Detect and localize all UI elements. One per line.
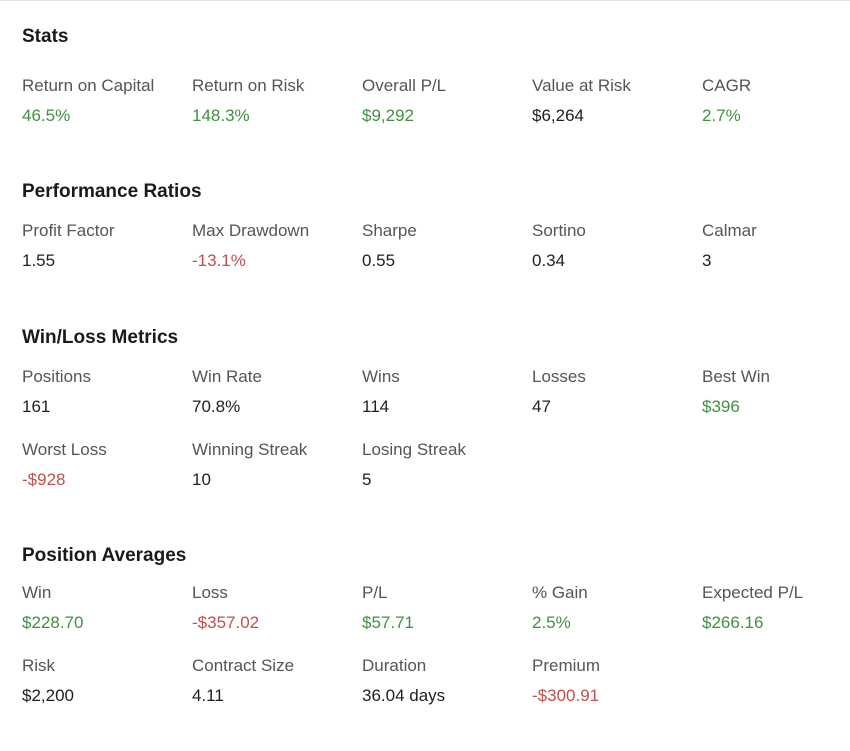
metric-value: -13.1% xyxy=(192,251,246,270)
metric-value: $57.71 xyxy=(362,613,414,632)
section-title: Position Averages xyxy=(22,545,187,566)
metric-value: 3 xyxy=(702,251,712,270)
metric-value: 161 xyxy=(22,397,51,416)
metric-label: Winning Streak xyxy=(192,440,308,459)
metric-value: -$300.91 xyxy=(532,686,600,705)
metric-label: Best Win xyxy=(702,367,771,386)
metric-loss: Loss -$357.02 xyxy=(192,582,362,655)
metric-return-on-risk: Return on Risk 148.3% xyxy=(192,75,362,148)
metric-label: Worst Loss xyxy=(22,440,107,459)
metric-label: Return on Risk xyxy=(192,76,305,95)
metric-p-l: P/L $57.71 xyxy=(362,582,532,655)
metric-label: Sharpe xyxy=(362,221,417,240)
metric-value: 1.55 xyxy=(22,251,56,270)
metric-contract-size: Contract Size 4.11 xyxy=(192,655,362,728)
metric-profit-factor: Profit Factor 1.55 xyxy=(22,220,192,293)
metric-label: Premium xyxy=(532,656,601,675)
metric-value: 4.11 xyxy=(192,686,224,705)
metric-label: Profit Factor xyxy=(22,221,115,240)
metric-label: CAGR xyxy=(702,76,752,95)
metric-sortino: Sortino 0.34 xyxy=(532,220,702,293)
metric-value: 114 xyxy=(362,397,390,416)
metric-win-rate: Win Rate 70.8% xyxy=(192,366,362,439)
metric-label: % Gain xyxy=(532,583,588,602)
metrics-grid: Win $228.70 Loss -$357.02 P/L $57.71 % Gain 2.5… xyxy=(22,582,850,728)
metric-duration: Duration 36.04 days xyxy=(362,655,532,728)
metric-label: Win Rate xyxy=(192,367,262,386)
metric-losses: Losses 47 xyxy=(532,366,702,439)
metric-gain: % Gain 2.5% xyxy=(532,582,702,655)
metrics-grid: Positions 161 Win Rate 70.8% Wins 114 Losses 47… xyxy=(22,366,850,512)
metric-label: Overall P/L xyxy=(362,76,447,95)
metric-label: Losses xyxy=(532,367,586,386)
position-averages-section: Position Averages Win $228.70 Loss -$357.02… xyxy=(22,544,850,728)
metric-label: Sortino xyxy=(532,221,586,240)
metric-expected-p-l: Expected P/L $266.16 xyxy=(702,582,850,655)
metric-value: 47 xyxy=(532,397,551,416)
metric-value: -$357.02 xyxy=(192,613,260,632)
metric-premium: Premium -$300.91 xyxy=(532,655,702,728)
metric-max-drawdown: Max Drawdown -13.1% xyxy=(192,220,362,293)
metrics-grid: Return on Capital 46.5% Return on Risk 148.… xyxy=(22,75,850,148)
metric-value: 70.8% xyxy=(192,397,241,416)
stats-section: Stats Return on Capital 46.5% Return on Ri… xyxy=(22,25,850,148)
metric-label: Calmar xyxy=(702,221,757,240)
metric-value: $6,264 xyxy=(532,106,584,125)
metric-worst-loss: Worst Loss -$928 xyxy=(22,439,192,512)
top-divider xyxy=(0,0,850,1)
metric-value: 148.3% xyxy=(192,106,250,125)
metric-winning-streak: Winning Streak 10 xyxy=(192,439,362,512)
metric-sharpe: Sharpe 0.55 xyxy=(362,220,532,293)
metric-label: Losing Streak xyxy=(362,440,466,459)
metric-best-win: Best Win $396 xyxy=(702,366,850,439)
metric-label: Value at Risk xyxy=(532,76,631,95)
metric-value: 10 xyxy=(192,470,211,489)
metric-label: Wins xyxy=(362,367,400,386)
metric-label: Loss xyxy=(192,583,228,602)
metric-value: -$928 xyxy=(22,470,66,489)
metric-label: Max Drawdown xyxy=(192,221,310,240)
metric-label: Expected P/L xyxy=(702,583,804,602)
metric-positions: Positions 161 xyxy=(22,366,192,439)
metric-calmar: Calmar 3 xyxy=(702,220,850,293)
section-title: Performance Ratios xyxy=(22,181,202,202)
metric-value-at-risk: Value at Risk $6,264 xyxy=(532,75,702,148)
performance-ratios-section: Performance Ratios Profit Factor 1.55 Max … xyxy=(22,180,850,293)
metric-value: $396 xyxy=(702,397,740,416)
metric-value: 2.7% xyxy=(702,106,741,125)
metric-label: Duration xyxy=(362,656,427,675)
metrics-grid: Profit Factor 1.55 Max Drawdown -13.1% Sharp… xyxy=(22,220,850,293)
metric-value: 36.04 days xyxy=(362,686,446,705)
metric-wins: Wins 114 xyxy=(362,366,532,439)
metric-value: $228.70 xyxy=(22,613,84,632)
section-title: Win/Loss Metrics xyxy=(22,327,179,348)
metric-value: 2.5% xyxy=(532,613,571,632)
metric-label: Return on Capital xyxy=(22,76,155,95)
metric-risk: Risk $2,200 xyxy=(22,655,192,728)
metric-value: 0.55 xyxy=(362,251,396,270)
metric-label: Positions xyxy=(22,367,91,386)
metric-value: $266.16 xyxy=(702,613,764,632)
metric-value: 0.34 xyxy=(532,251,566,270)
metric-label: P/L xyxy=(362,583,388,602)
metric-value: 5 xyxy=(362,470,372,489)
win-loss-metrics-section: Win/Loss Metrics Positions 161 Win Rate 70.… xyxy=(22,326,850,512)
metric-cagr: CAGR 2.7% xyxy=(702,75,850,148)
metric-value: 46.5% xyxy=(22,106,71,125)
metric-value: $2,200 xyxy=(22,686,74,705)
metric-value: $9,292 xyxy=(362,106,414,125)
metric-overall-p-l: Overall P/L $9,292 xyxy=(362,75,532,148)
metric-losing-streak: Losing Streak 5 xyxy=(362,439,532,512)
metric-label: Contract Size xyxy=(192,656,295,675)
section-title: Stats xyxy=(22,26,69,47)
metric-win: Win $228.70 xyxy=(22,582,192,655)
metric-label: Win xyxy=(22,583,52,602)
metric-return-on-capital: Return on Capital 46.5% xyxy=(22,75,192,148)
metric-label: Risk xyxy=(22,656,56,675)
